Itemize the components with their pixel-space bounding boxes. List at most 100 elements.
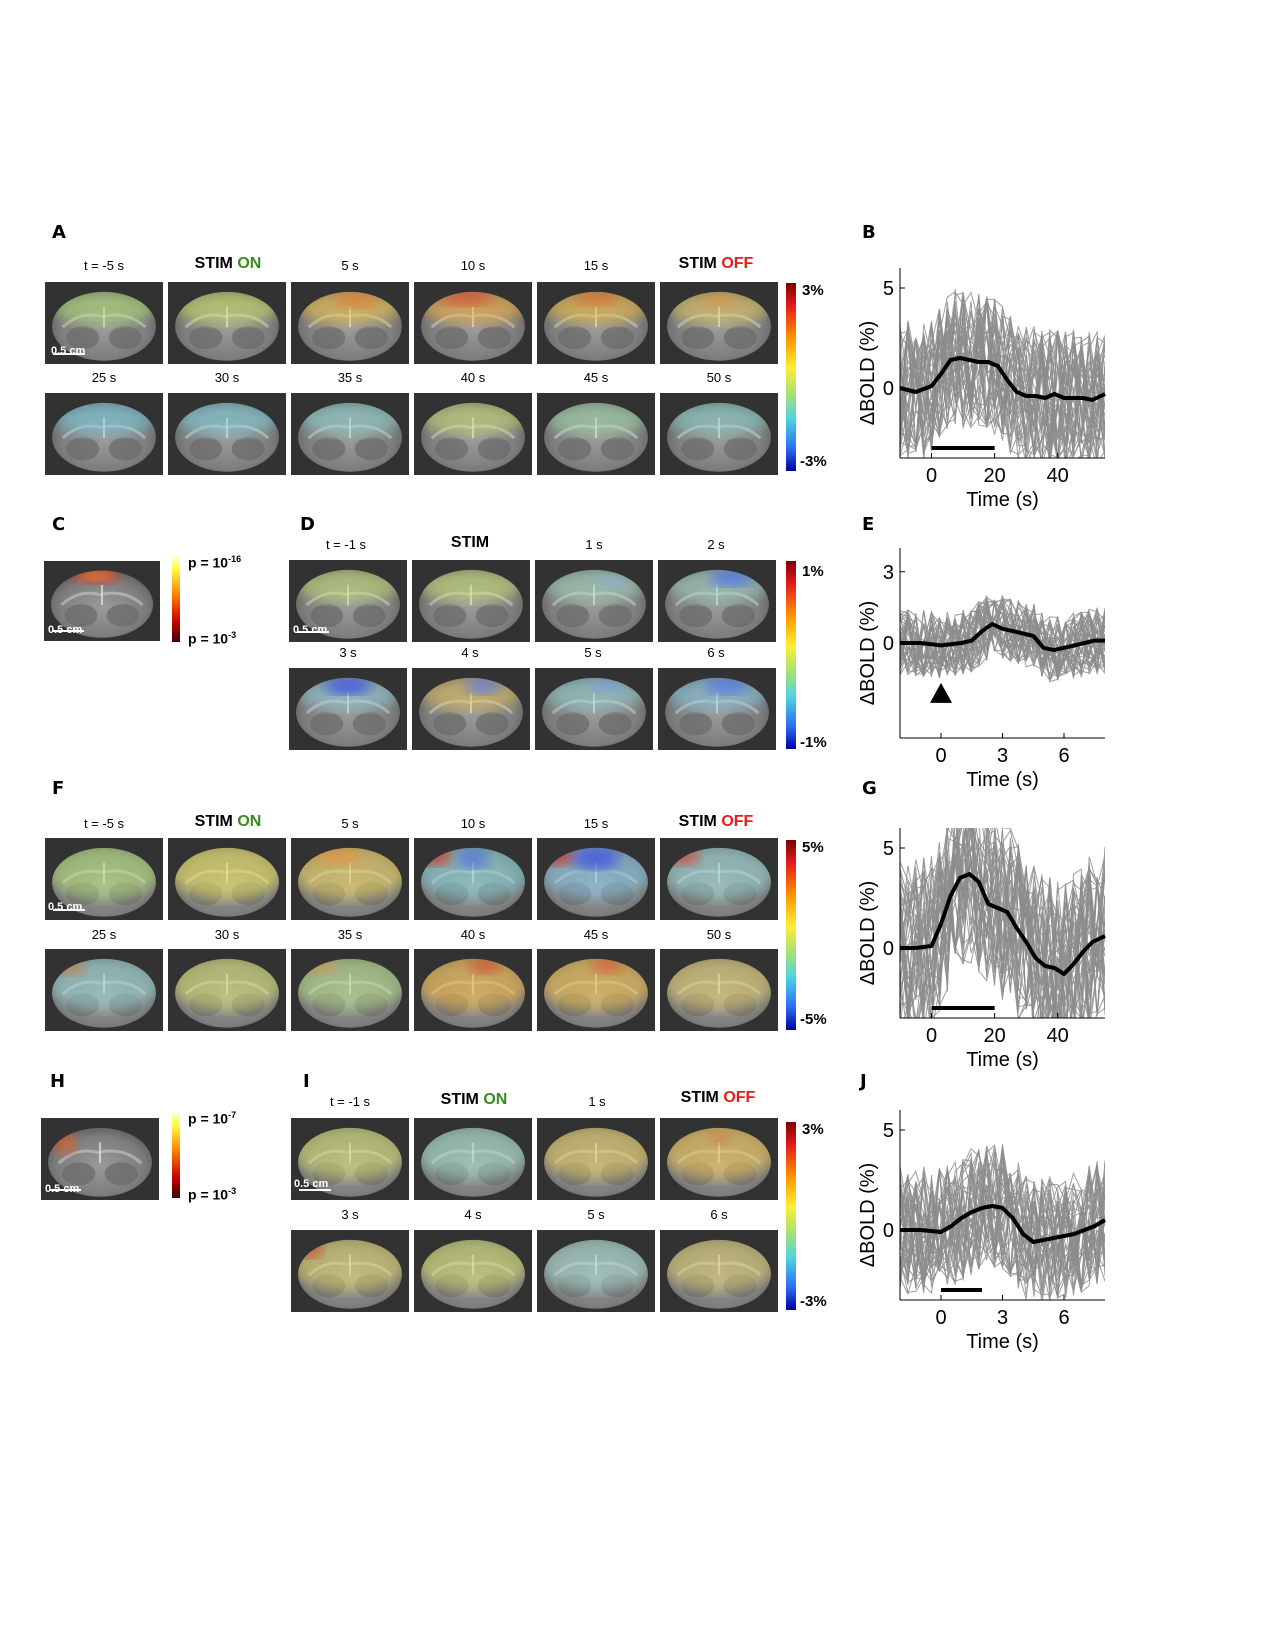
trial-trace bbox=[903, 838, 1105, 1018]
a-time-label: t = -5 s bbox=[83, 258, 125, 273]
trial-trace bbox=[900, 301, 1105, 458]
brain-slice-image bbox=[412, 560, 530, 642]
trial-trace bbox=[900, 1160, 1105, 1281]
brain-slice-image bbox=[45, 838, 163, 920]
brain-slice-image bbox=[291, 282, 409, 364]
brain-slice-image bbox=[537, 393, 655, 475]
x-axis-label: Time (s) bbox=[966, 489, 1039, 511]
brain-slice-image bbox=[168, 949, 286, 1031]
y-tick-label: 5 bbox=[883, 278, 894, 300]
trial-trace bbox=[900, 1153, 1105, 1289]
scale-bar-label: 0.5 cm bbox=[293, 624, 327, 636]
f-stim-on: STIM ON bbox=[194, 813, 262, 830]
trial-trace bbox=[900, 1159, 1105, 1287]
y-tick-label: 0 bbox=[883, 1220, 894, 1242]
panel-letter-a: A bbox=[52, 222, 66, 243]
x-tick-label: 40 bbox=[1047, 1025, 1069, 1047]
trial-trace bbox=[900, 838, 1105, 1018]
brain-slice-image bbox=[412, 668, 530, 750]
brain-slice-image bbox=[291, 393, 409, 475]
trial-trace bbox=[900, 599, 1105, 670]
trial-trace bbox=[900, 1149, 1105, 1279]
trial-trace bbox=[900, 1178, 1105, 1285]
trial-trace bbox=[900, 599, 1105, 675]
trial-trace bbox=[900, 610, 1105, 681]
brain-slice-image bbox=[660, 838, 778, 920]
brain-slice-image bbox=[44, 561, 160, 641]
trial-trace bbox=[900, 857, 1105, 1018]
trial-trace bbox=[900, 828, 1105, 1018]
trial-trace bbox=[900, 309, 1105, 440]
brain-slice-image bbox=[658, 560, 776, 642]
trial-trace bbox=[900, 1160, 1105, 1296]
f-time-label: t = -5 s bbox=[83, 816, 125, 831]
trial-trace bbox=[900, 1165, 1105, 1289]
trial-trace bbox=[900, 603, 1105, 677]
f-time-label: 35 s bbox=[337, 927, 363, 942]
trial-trace bbox=[900, 1149, 1105, 1295]
a-time-label: 35 s bbox=[337, 370, 363, 385]
trial-trace bbox=[900, 293, 1105, 458]
brain-slice-image bbox=[41, 1118, 159, 1200]
y-axis-label: ΔBOLD (%) bbox=[857, 881, 879, 985]
mean-trace bbox=[900, 622, 1105, 653]
trial-trace bbox=[900, 300, 1105, 458]
d-time-label: 2 s bbox=[707, 537, 725, 552]
brain-slice-image bbox=[414, 393, 532, 475]
y-axis-label: ΔBOLD (%) bbox=[857, 1163, 879, 1267]
brain-slice-image bbox=[289, 668, 407, 750]
trial-trace bbox=[900, 311, 1105, 458]
a-colorbar-max: 3% bbox=[802, 282, 824, 299]
trial-trace bbox=[900, 322, 1105, 448]
panel-letter-c: C bbox=[52, 514, 66, 535]
d-colorbar bbox=[786, 561, 796, 749]
trial-trace bbox=[900, 600, 1105, 674]
trial-trace bbox=[900, 830, 1105, 1018]
trial-trace bbox=[900, 828, 1105, 1018]
trial-trace bbox=[900, 302, 1105, 439]
trial-trace bbox=[900, 841, 1105, 1018]
trial-trace bbox=[900, 311, 1105, 458]
trial-trace bbox=[900, 294, 1105, 458]
stimulus-marker bbox=[930, 682, 952, 703]
y-tick-label: 3 bbox=[883, 562, 894, 584]
trial-trace bbox=[900, 1148, 1105, 1299]
trial-trace bbox=[900, 1161, 1105, 1285]
trial-traces bbox=[900, 1144, 1105, 1300]
trial-trace bbox=[900, 853, 1105, 1018]
trial-trace bbox=[900, 306, 1105, 458]
trial-trace bbox=[900, 1168, 1105, 1285]
x-tick-label: 20 bbox=[983, 1025, 1005, 1047]
brain-slice-image bbox=[45, 393, 163, 475]
trial-trace bbox=[900, 610, 1105, 677]
trial-trace bbox=[900, 601, 1105, 677]
trial-trace bbox=[900, 828, 1105, 1018]
trial-trace bbox=[900, 828, 1105, 1018]
chart-b: 0 20 40 0 5 Time (s) ΔBOLD (%) bbox=[857, 268, 1106, 511]
trial-trace bbox=[900, 1148, 1105, 1286]
d-colorbar-max: 1% bbox=[802, 563, 824, 580]
a-time-label: 45 s bbox=[583, 370, 609, 385]
trial-trace bbox=[900, 308, 1105, 458]
x-tick-label: 0 bbox=[935, 745, 946, 767]
trial-trace bbox=[900, 1153, 1105, 1300]
trial-trace bbox=[900, 308, 1105, 458]
x-axis-label: Time (s) bbox=[966, 769, 1039, 791]
scale-bar-label: 0.5 cm bbox=[45, 1183, 79, 1195]
d-time-label: 3 s bbox=[339, 645, 357, 660]
brain-slice-image bbox=[537, 282, 655, 364]
trial-trace bbox=[900, 603, 1105, 677]
trial-trace bbox=[900, 828, 1105, 1018]
trial-trace bbox=[900, 847, 1105, 1018]
f-stim-off: STIM OFF bbox=[678, 813, 754, 830]
trial-trace bbox=[900, 293, 1105, 458]
brain-slice-image bbox=[660, 1230, 778, 1312]
brain-slice-image bbox=[537, 838, 655, 920]
trial-trace bbox=[900, 304, 1105, 458]
trial-trace bbox=[900, 595, 1105, 675]
brain-slice-image bbox=[168, 282, 286, 364]
trial-trace bbox=[900, 844, 1105, 1007]
a-time-label: 5 s bbox=[341, 258, 359, 273]
trial-trace bbox=[900, 599, 1105, 677]
trial-trace bbox=[900, 295, 1105, 451]
